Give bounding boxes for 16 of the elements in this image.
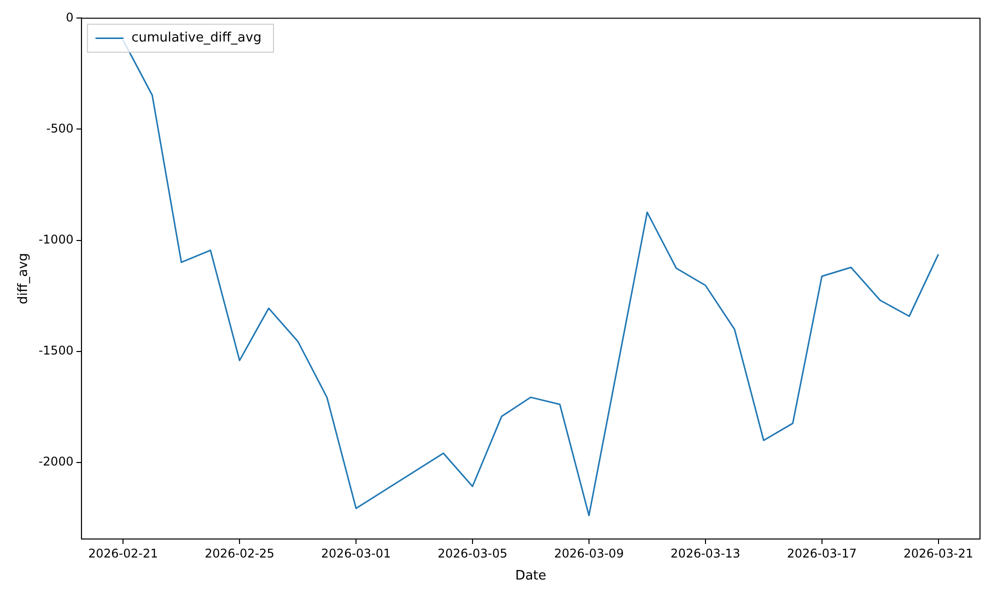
y-tick-label: -1500: [38, 343, 74, 358]
x-tick-label: 2026-02-25: [204, 546, 274, 560]
x-tick-label: 2026-03-01: [321, 546, 391, 560]
x-tick-label: 2026-03-21: [903, 546, 974, 560]
y-axis-title: diff_avg: [16, 252, 32, 304]
x-tick-label: 2026-03-05: [438, 546, 508, 560]
legend-label: cumulative_diff_avg: [131, 30, 262, 46]
y-tick-label: 0: [66, 10, 74, 24]
x-tick-label: 2026-03-13: [670, 546, 740, 560]
x-tick-label: 2026-02-21: [88, 546, 158, 560]
y-tick-label: -1000: [38, 232, 74, 246]
x-tick-label: 2026-03-09: [554, 546, 624, 560]
x-axis-title: Date: [515, 568, 546, 584]
x-tick-label: 2026-03-17: [787, 546, 857, 560]
y-tick-label: -500: [46, 121, 74, 136]
y-tick-label: -2000: [38, 454, 74, 469]
